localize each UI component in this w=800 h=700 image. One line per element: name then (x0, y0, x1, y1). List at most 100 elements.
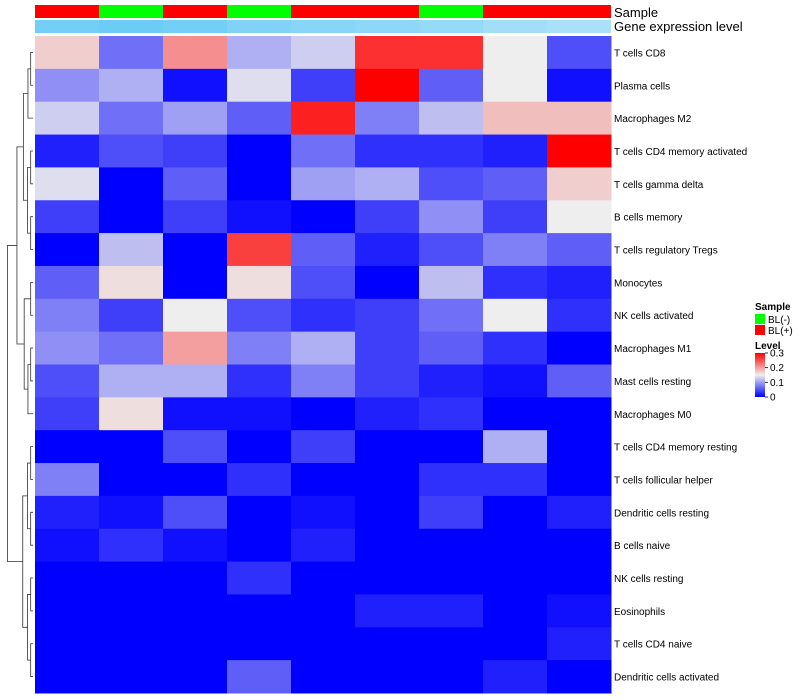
heatmap-cell (547, 594, 612, 628)
sample-annotation-cell (99, 5, 163, 18)
heatmap-cell (291, 36, 356, 70)
legend-swatch-bl-plus (755, 325, 765, 335)
heatmap-cell (163, 101, 228, 136)
row-labels: T cells CD8 Plasma cells Macrophages M2 T c… (614, 48, 747, 683)
heatmap-cell (35, 430, 100, 464)
heatmap-cell (35, 397, 100, 431)
heatmap-cell (35, 101, 100, 136)
legend-tick-label: 0.2 (770, 363, 784, 374)
heatmap-cell (483, 200, 548, 234)
heatmap-cell (291, 430, 356, 464)
dendrogram-branch (30, 52, 33, 86)
legend: Sample BL(-) BL(+) Level 0.3 0.2 0.1 0 (755, 302, 793, 404)
heatmap-cell (291, 561, 356, 595)
heatmap-cell (483, 660, 548, 694)
heatmap-cell (483, 397, 548, 431)
heatmap-cell (227, 134, 292, 168)
sample-annotation-cell (291, 5, 355, 18)
heatmap-cell (483, 430, 548, 464)
heatmap-cells (35, 36, 612, 694)
heatmap-cell (291, 134, 356, 168)
heatmap-cell (99, 233, 164, 267)
annotation-bars (35, 5, 611, 33)
heatmap-cell (355, 463, 420, 497)
heatmap-cell (163, 495, 228, 530)
heatmap-cell (227, 397, 292, 431)
heatmap-cell (483, 233, 548, 267)
heatmap-cell (163, 233, 228, 267)
expression-annotation-cell (483, 20, 547, 33)
expression-annotation-cell (227, 20, 291, 33)
heatmap-cell (35, 68, 100, 103)
legend-tick-label: 0.1 (770, 378, 784, 389)
expression-annotation-cell (163, 20, 227, 33)
heatmap-cell (227, 528, 292, 563)
heatmap-cell (419, 660, 484, 694)
heatmap-cell (163, 298, 228, 333)
heatmap-cell (291, 594, 356, 628)
heatmap-cell (291, 298, 356, 333)
heatmap-cell (163, 561, 228, 595)
heatmap-cell (35, 200, 100, 234)
heatmap-cell (35, 134, 100, 168)
row-label: T cells CD4 memory activated (614, 147, 747, 158)
heatmap-cell (163, 430, 228, 464)
heatmap-cell (291, 68, 356, 103)
dendrogram-branch (16, 146, 25, 345)
legend-swatch-bl-minus (755, 314, 765, 324)
heatmap-cell (355, 660, 420, 694)
heatmap-cell (419, 397, 484, 431)
legend-level-title: Level (755, 341, 781, 352)
heatmap-cell (35, 233, 100, 267)
heatmap-cell (227, 495, 292, 530)
legend-label-bl-plus: BL(+) (768, 326, 793, 337)
heatmap-cell (99, 463, 164, 497)
heatmap-cell (483, 463, 548, 497)
legend-sample-title: Sample (755, 302, 791, 313)
heatmap-cell (419, 134, 484, 168)
heatmap-cell (291, 627, 356, 661)
heatmap-cell (227, 68, 292, 103)
heatmap-cell (483, 298, 548, 333)
heatmap-cell (227, 265, 292, 300)
heatmap-cell (291, 397, 356, 431)
heatmap-cell (99, 134, 164, 168)
heatmap-cell (355, 167, 420, 201)
heatmap-cell (547, 101, 612, 136)
heatmap-cell (163, 36, 228, 70)
heatmap-cell (35, 36, 100, 70)
heatmap-cell (547, 528, 612, 563)
heatmap-cell (355, 430, 420, 464)
dendrogram-branch (22, 93, 28, 201)
heatmap-cell (99, 364, 164, 398)
heatmap-cell (99, 594, 164, 628)
heatmap-cell (419, 200, 484, 234)
sample-annotation-title: Sample (614, 5, 658, 20)
heatmap-cell (35, 660, 100, 694)
heatmap-cell (291, 200, 356, 234)
heatmap-cell (99, 200, 164, 234)
heatmap-cell (163, 68, 228, 103)
heatmap-cell (483, 495, 548, 530)
heatmap-cell (227, 660, 292, 694)
heatmap-cell (547, 233, 612, 267)
heatmap-cell (291, 495, 356, 530)
heatmap-cell (227, 101, 292, 136)
heatmap-cell (35, 627, 100, 661)
heatmap-cell (227, 36, 292, 70)
heatmap-cell (547, 627, 612, 661)
row-label: Plasma cells (614, 81, 670, 92)
dendrogram-branch (22, 495, 28, 628)
row-label: T cells CD8 (614, 48, 666, 59)
dendrogram-branch (30, 446, 33, 480)
heatmap-cell (419, 331, 484, 365)
heatmap-cell (163, 200, 228, 234)
dendrogram-branch (27, 167, 31, 234)
heatmap-cell (547, 265, 612, 300)
row-label: T cells CD4 naive (614, 640, 693, 651)
heatmap-cell (483, 331, 548, 365)
heatmap-cell (99, 68, 164, 103)
heatmap-cell (419, 36, 484, 70)
heatmap-cell (483, 134, 548, 168)
